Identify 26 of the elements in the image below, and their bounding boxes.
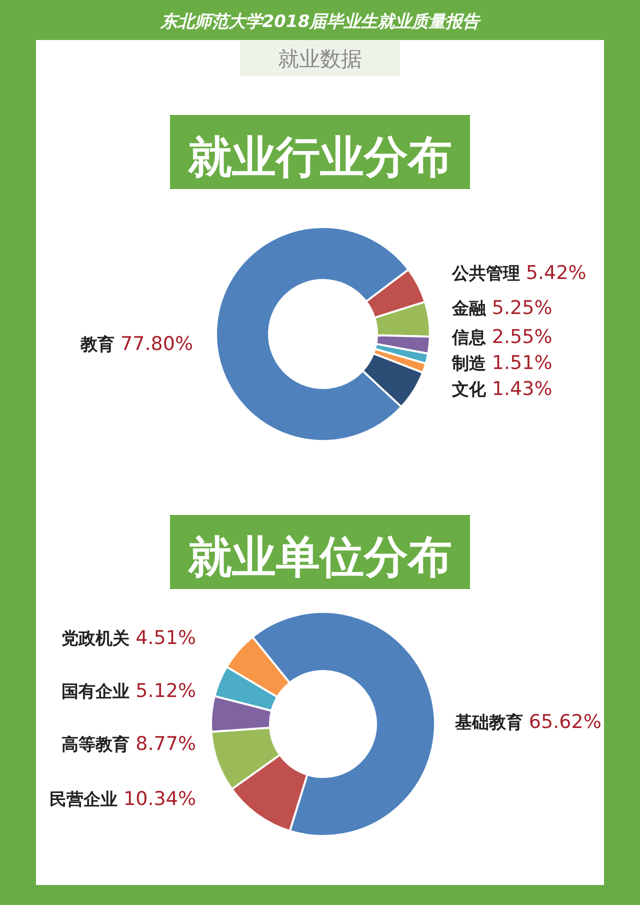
slice-label: 金融	[451, 299, 492, 319]
slice-label: 制造	[451, 354, 492, 374]
slice-label: 党政机关	[60, 629, 136, 649]
data-label: 1.43%	[492, 378, 552, 400]
chart-title: 就业行业分布	[187, 132, 452, 183]
data-label: 2.55%	[492, 326, 552, 348]
slice-label: 教育	[80, 334, 121, 355]
data-label: 65.62%	[528, 711, 602, 733]
slice-label: 基础教育	[454, 712, 529, 733]
data-label: 5.12%	[136, 680, 196, 702]
data-label: 4.51%	[136, 627, 196, 649]
slice-label: 信息	[451, 328, 492, 348]
slice-label: 国有企业	[62, 682, 136, 702]
data-label: 1.51%	[492, 352, 552, 374]
text: 东北师范大学2018届毕业生就业质量报告	[159, 12, 482, 32]
slice-label: 高等教育	[62, 734, 136, 755]
data-label: 5.42%	[526, 262, 586, 284]
data-label: 10.34%	[124, 788, 196, 810]
data-label: 8.77%	[136, 733, 196, 755]
data-label: 77.80%	[120, 333, 193, 355]
slice-label: 文化	[451, 380, 492, 400]
text: 就业数据	[278, 47, 362, 71]
slice-label: 公共管理	[451, 264, 526, 284]
chart-title: 就业单位分布	[187, 532, 452, 583]
data-label: 5.25%	[492, 297, 552, 319]
slice-label: 民营企业	[50, 790, 124, 810]
